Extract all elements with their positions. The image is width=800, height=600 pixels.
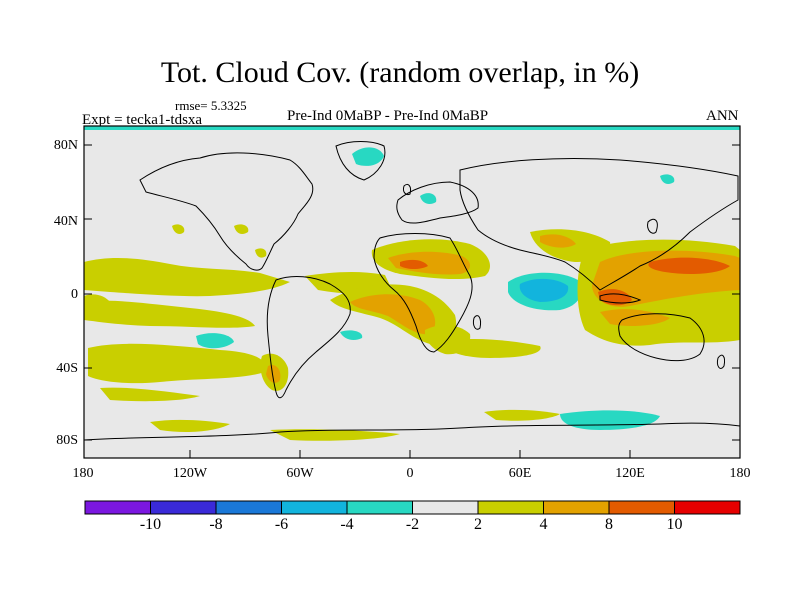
colorbar-segment <box>477 500 544 515</box>
coast-asia <box>459 157 739 291</box>
colorbar-label: -6 <box>274 516 289 533</box>
lon-tick-120w: 120W <box>172 466 208 481</box>
map-title: Tot. Cloud Cov. (random overlap, in %) <box>160 56 640 89</box>
scandinavia-negative <box>420 193 437 204</box>
coast-south-america <box>266 276 351 399</box>
coast-madagascar <box>473 315 481 330</box>
colorbar-segment <box>281 500 348 515</box>
coast-greenland <box>335 141 386 181</box>
india-core <box>540 234 576 248</box>
gulf-of-mexico-patch <box>255 248 267 258</box>
lat-tick-80s: 80S <box>56 433 78 448</box>
south-atlantic-band <box>440 339 541 358</box>
colorbar-label: -2 <box>405 516 420 533</box>
south-pacific-negative <box>196 333 234 349</box>
coast-indonesia <box>599 293 642 304</box>
dateline-field <box>84 294 110 306</box>
lon-tick-120e: 120E <box>615 466 645 481</box>
patagonia-core <box>266 364 281 383</box>
colorbar-segment <box>543 500 610 515</box>
colorbar-label: -10 <box>139 516 162 533</box>
siberia-negative <box>660 174 675 184</box>
season-label: ANN <box>706 108 739 124</box>
axis-ticks <box>84 144 740 458</box>
africa-atlantic-core <box>350 294 436 335</box>
colorbar-segment <box>84 500 151 515</box>
colorbar-label: -4 <box>340 516 354 533</box>
coast-europe <box>396 181 479 224</box>
sahel-arabia-core <box>388 251 471 275</box>
south-atlantic-negative <box>340 330 363 340</box>
north-pacific-patch <box>172 224 185 234</box>
colorbar-label: 4 <box>539 516 548 533</box>
south-pacific-band <box>88 343 266 384</box>
lon-tick-180w: 180 <box>72 466 94 481</box>
coast-new-zealand <box>717 354 725 369</box>
coastlines <box>83 141 741 441</box>
greenland-negative <box>352 147 384 166</box>
lon-tick-60w: 60W <box>286 466 314 481</box>
coast-north-america <box>139 152 314 271</box>
north-pacific-peak <box>648 257 730 274</box>
lon-tick-0: 0 <box>406 466 414 481</box>
lat-tick-40s: 40S <box>56 361 78 376</box>
lon-tick-180e: 180 <box>729 466 751 481</box>
ross-sea-positive <box>150 419 230 432</box>
indian-ocean-negative-core <box>519 278 569 302</box>
map-frame <box>83 125 741 459</box>
lat-tick-40n: 40N <box>53 214 78 229</box>
coast-africa <box>373 233 473 353</box>
coast-australia <box>618 313 705 362</box>
anomaly-field <box>84 147 740 441</box>
arctic-negative-strip <box>84 126 740 130</box>
colorbar-label: 2 <box>474 516 482 533</box>
colorbar-label: -8 <box>209 516 223 533</box>
lat-tick-0: 0 <box>71 287 78 302</box>
lat-tick-80n: 80N <box>53 138 78 153</box>
colorbar-label: 8 <box>605 516 613 533</box>
comparison-label: Pre-Ind 0MaBP - Pre-Ind 0MaBP <box>287 108 489 124</box>
lon-tick-60e: 60E <box>508 466 532 481</box>
colorbar-segment <box>150 500 217 515</box>
east-pacific-band <box>84 257 290 297</box>
colorbar-segment <box>215 500 282 515</box>
coast-japan <box>647 218 658 234</box>
south-pacific-band-2 <box>100 387 200 402</box>
coast-uk <box>403 183 411 195</box>
colorbar <box>84 500 741 515</box>
colorbar-segment <box>346 500 413 515</box>
coast-antarctica <box>83 422 741 441</box>
east-pacific-south-band <box>84 300 255 328</box>
colorbar-segment <box>674 500 741 515</box>
rmse-label: rmse= 5.3325 <box>175 98 247 113</box>
antarctic-coast-positive <box>270 429 400 441</box>
colorbar-label: 10 <box>666 516 683 533</box>
colorbar-segment <box>608 500 675 515</box>
sahel-arabia-peak <box>400 259 428 269</box>
north-pacific-patch-2 <box>234 224 249 234</box>
southern-ocean-positive <box>484 409 560 421</box>
experiment-label: Expt = tecka1-tdsxa <box>82 112 203 128</box>
colorbar-segment <box>412 500 479 515</box>
